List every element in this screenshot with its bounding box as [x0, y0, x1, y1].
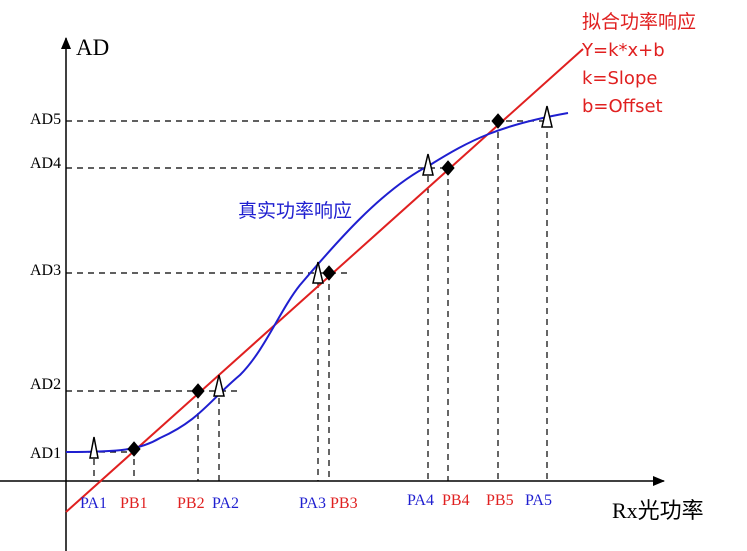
- pb-marker: [191, 383, 205, 399]
- pa-label: PA4: [407, 492, 434, 509]
- pa-label: PA3: [299, 495, 326, 512]
- real-response-label: 真实功率响应: [238, 200, 352, 222]
- ad-label: AD1: [30, 445, 61, 462]
- pa-marker: [213, 374, 225, 397]
- pa-markers: [89, 105, 553, 459]
- pb-markers: [127, 113, 505, 457]
- fitted-b-def: b=Offset: [582, 96, 663, 117]
- guide-lines: [66, 120, 548, 481]
- pb-marker: [127, 441, 141, 457]
- pb-label: PB4: [442, 492, 470, 509]
- pb-marker: [441, 160, 455, 176]
- pb-label: PB1: [120, 495, 148, 512]
- pb-label: PB5: [486, 492, 514, 509]
- fitted-k-def: k=Slope: [582, 68, 657, 89]
- ad-label: AD5: [30, 111, 61, 128]
- pa-marker: [541, 105, 553, 128]
- pa-label: PA1: [80, 495, 107, 512]
- pa-label: PA5: [525, 492, 552, 509]
- fitted-equation: Y=k*x+b: [581, 40, 665, 61]
- pb-label: PB3: [330, 495, 358, 512]
- pb-marker: [491, 113, 505, 129]
- y-axis-label: AD: [76, 35, 109, 60]
- pb-label: PB2: [177, 495, 205, 512]
- ad-label: AD3: [30, 262, 61, 279]
- ad-label: AD4: [30, 155, 61, 172]
- pa-marker: [422, 153, 434, 176]
- fitted-title: 拟合功率响应: [582, 11, 696, 33]
- pa-marker: [312, 261, 324, 284]
- x-axis-label: Rx光功率: [612, 498, 704, 523]
- ad-label: AD2: [30, 376, 61, 393]
- pa-marker: [89, 436, 99, 459]
- fitted-response-line: [65, 48, 584, 513]
- real-response-curve: [65, 112, 569, 453]
- pb-marker: [322, 265, 336, 281]
- pa-label: PA2: [212, 495, 239, 512]
